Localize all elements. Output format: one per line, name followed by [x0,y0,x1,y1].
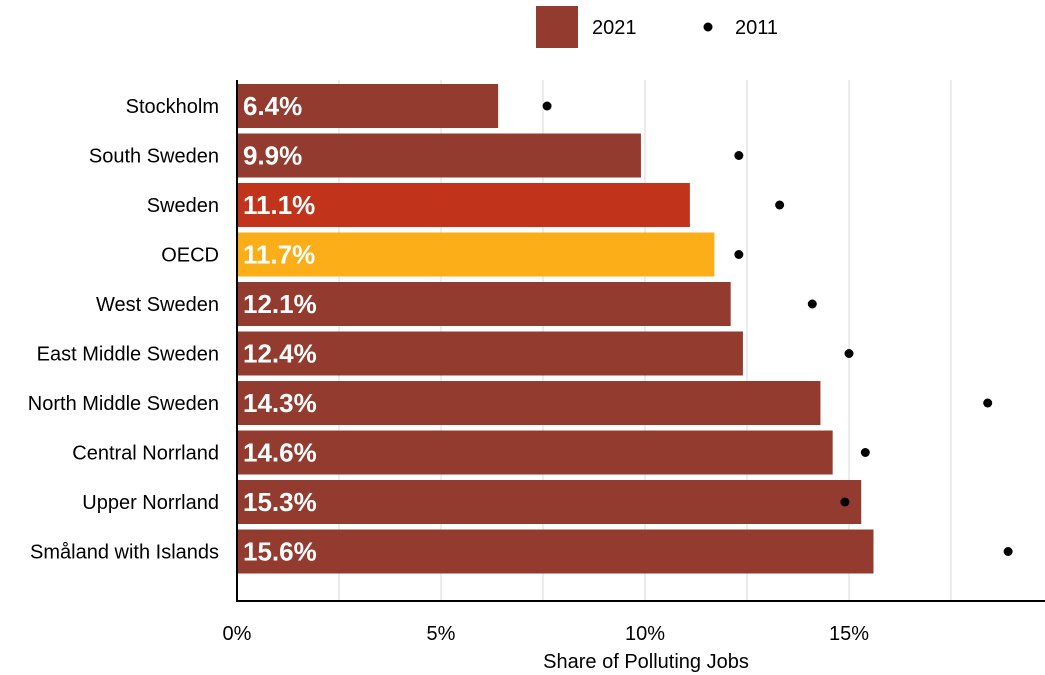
point-2011-east-middle-sweden [844,349,854,358]
point-2011-south-sweden [734,151,744,160]
bar-west-sweden [237,282,731,326]
bar-smaland-with-islands [237,529,874,574]
category-label-south-sweden: South Sweden [89,146,219,168]
bar-upper-norrland [237,480,862,524]
x-tick-label: 0% [223,623,252,645]
point-2011-smaland-with-islands [1003,547,1013,556]
legend-label-2011: 2011 [735,17,778,39]
x-tick-label: 15% [829,623,869,645]
point-2011-stockholm [542,101,552,111]
category-label-west-sweden: West Sweden [96,294,219,316]
data-label-stockholm: 6.4% [243,91,302,121]
axes [236,80,1045,602]
x-axis-title: Share of Polluting Jobs [543,651,749,673]
point-2011-north-middle-sweden [983,398,993,408]
point-2011-sweden [775,200,785,210]
category-labels: Stockholm South Sweden Sweden OECD West Swed… [28,96,219,564]
category-label-sweden: Sweden [147,195,219,217]
category-label-east-middle-sweden: East Middle Sweden [37,344,219,366]
points [542,101,1013,556]
category-label-central-norrland: Central Norrland [72,443,219,465]
point-2011-oecd [734,250,744,259]
data-label-upper-norrland: 15.3% [243,487,317,517]
legend-marker-2011 [703,22,713,32]
data-label-south-sweden: 9.9% [243,141,302,171]
x-tick-label: 10% [625,623,665,645]
data-label-east-middle-sweden: 12.4% [243,339,317,369]
bar-central-norrland [237,430,833,475]
bar-stockholm [237,84,499,128]
legend-swatch-2021 [536,6,578,48]
x-tick-label: 5% [427,623,456,645]
data-label-west-sweden: 12.1% [243,289,317,319]
category-label-smaland-with-islands: Småland with Islands [30,542,219,564]
x-tick-labels: 0% 5% 10% 15% [223,623,870,645]
legend-label-2021: 2021 [592,17,637,39]
point-2011-west-sweden [807,299,817,309]
category-label-stockholm: Stockholm [126,96,219,118]
bar-east-middle-sweden [237,331,743,376]
point-2011-central-norrland [860,448,870,457]
category-label-oecd: OECD [161,245,219,267]
bar-oecd [237,232,715,277]
legend: 2021 2011 [536,6,778,48]
data-label-north-middle-sweden: 14.3% [243,388,317,418]
bars: 6.4% 9.9% 11.1% 11.7% 12.1% 12.4% 14.3% 14.6% 15… [237,84,874,574]
data-label-central-norrland: 14.6% [243,438,317,468]
data-label-sweden: 11.1% [243,190,315,220]
bar-sweden [237,183,690,227]
bar-south-sweden [237,133,641,178]
bar-north-middle-sweden [237,381,821,425]
category-label-north-middle-sweden: North Middle Sweden [28,393,219,415]
data-label-oecd: 11.7% [243,240,315,270]
point-2011-upper-norrland [840,497,850,507]
category-label-upper-norrland: Upper Norrland [82,492,219,514]
data-label-smaland-with-islands: 15.6% [243,537,317,567]
